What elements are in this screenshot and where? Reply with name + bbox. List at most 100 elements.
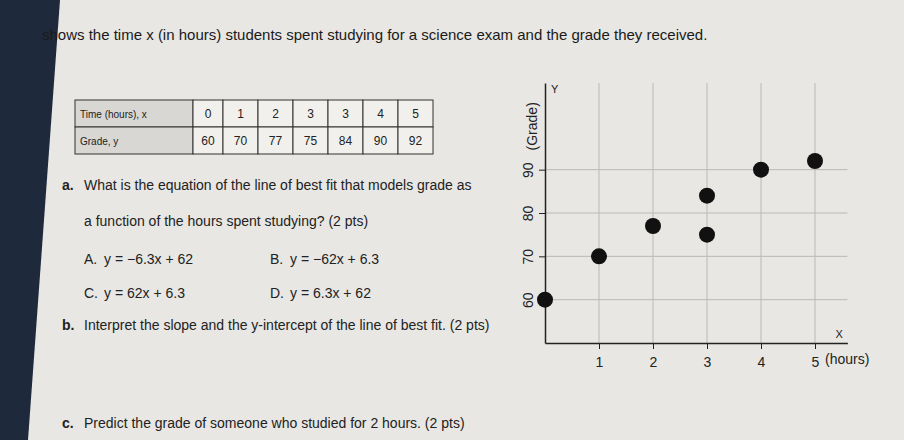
table-text: 70 <box>234 134 248 148</box>
y-tick-label: 80 <box>520 206 536 222</box>
table-cell <box>363 100 398 127</box>
question-text: Interpret the slope and the y-intercept … <box>84 317 489 333</box>
grid <box>545 83 847 343</box>
table-text: Grade, y <box>80 136 118 147</box>
header-text: shows the time x (in hours) students spe… <box>42 26 707 43</box>
y-tick: 80 <box>520 206 545 222</box>
question-label: a. <box>62 177 74 193</box>
x-tick: 3 <box>704 343 712 370</box>
x-tick: 5 <box>812 343 820 370</box>
x-tick-mark <box>599 343 600 349</box>
table-cell <box>75 100 193 127</box>
y-tick-label: 90 <box>520 162 536 178</box>
table-cell <box>75 127 193 154</box>
x-axis: 1 2 3 4 5 <box>546 343 848 370</box>
chart: 1 2 3 4 5 60 70 80 90 (Grade) (hours) Y X <box>520 83 869 370</box>
questions: a. What is the equation of the line of be… <box>62 177 489 431</box>
table-text: 75 <box>304 134 318 148</box>
x-axis-title: (hours) <box>825 351 869 367</box>
question-label: c. <box>62 415 74 431</box>
grid-line <box>599 83 600 343</box>
option-label: A. <box>84 251 97 267</box>
option-text: y = −62x + 6.3 <box>290 251 379 267</box>
table-text: 77 <box>269 134 283 148</box>
question-text: Predict the grade of someone who studied… <box>84 415 465 431</box>
option-label: C. <box>84 285 98 301</box>
x-tick-mark <box>761 343 762 349</box>
data-point <box>537 292 553 308</box>
y-tick-label: 60 <box>520 292 536 308</box>
grid-line <box>653 83 654 343</box>
table-cell <box>223 100 258 127</box>
table-cell <box>223 127 258 154</box>
background-edge <box>0 0 60 440</box>
y-axis-letter: Y <box>551 83 559 95</box>
question-text: a function of the hours spent studying? … <box>84 213 368 229</box>
table-text: 84 <box>339 134 353 148</box>
grid-line <box>545 256 847 257</box>
table-cell <box>293 127 328 154</box>
table-text: Time (hours), x <box>80 109 147 120</box>
x-tick-label: 2 <box>650 354 658 370</box>
grid-line <box>815 83 816 343</box>
table-cell <box>258 100 293 127</box>
table-text: 60 <box>201 134 215 148</box>
table-text: 5 <box>412 107 419 121</box>
option-label: B. <box>270 251 283 267</box>
y-tick-mark <box>539 256 545 257</box>
option-text: y = 6.3x + 62 <box>290 285 371 301</box>
data-point <box>699 188 715 204</box>
table-text: 3 <box>342 107 349 121</box>
x-tick-mark <box>707 343 708 349</box>
question-text: What is the equation of the line of best… <box>84 177 472 193</box>
x-tick: 1 <box>596 343 604 370</box>
table-cell <box>398 100 433 127</box>
data-point <box>699 227 715 243</box>
table-cell <box>258 127 293 154</box>
table-cell <box>193 127 223 154</box>
points <box>537 153 823 308</box>
grid-line <box>761 83 762 343</box>
table-text: 92 <box>409 134 423 148</box>
x-tick-label: 3 <box>704 354 712 370</box>
x-tick-label: 1 <box>596 354 604 370</box>
y-tick: 90 <box>520 162 545 178</box>
data-point <box>753 162 769 178</box>
grid-line <box>545 299 847 300</box>
x-tick-label: 4 <box>758 354 766 370</box>
table-cell <box>328 100 363 127</box>
grid-line <box>545 169 847 170</box>
y-tick-mark <box>539 170 545 171</box>
x-tick-label: 5 <box>812 354 820 370</box>
paper <box>0 0 904 440</box>
data-point <box>807 153 823 169</box>
y-axis-title: (Grade) <box>524 102 540 150</box>
table-text: 0 <box>205 107 212 121</box>
x-axis-letter: X <box>835 328 843 340</box>
table-cell <box>193 100 223 127</box>
data-table: Time (hours), x 0 1 2 3 3 4 5 Grade, y 60 70 77 75 84… <box>75 100 433 154</box>
table-cell <box>328 127 363 154</box>
table-cell <box>398 127 433 154</box>
question-label: b. <box>62 317 74 333</box>
table-text: 90 <box>374 134 388 148</box>
x-tick: 4 <box>758 343 766 370</box>
grid-line <box>707 83 708 343</box>
x-tick: 2 <box>650 343 658 370</box>
table-cell <box>293 100 328 127</box>
y-tick: 70 <box>520 249 545 265</box>
table-text: 3 <box>307 107 314 121</box>
table-cell <box>363 127 398 154</box>
x-tick-mark <box>653 343 654 349</box>
x-tick-mark <box>815 343 816 349</box>
data-point <box>591 248 607 264</box>
data-point <box>645 218 661 234</box>
table-text: 1 <box>237 107 244 121</box>
x-axis-line <box>546 343 848 345</box>
grid-line <box>545 213 847 214</box>
option-text: y = 62x + 6.3 <box>104 285 185 301</box>
table-text: 4 <box>377 107 384 121</box>
table-text: 2 <box>272 107 279 121</box>
y-tick-mark <box>539 213 545 214</box>
y-tick-label: 70 <box>520 249 536 265</box>
